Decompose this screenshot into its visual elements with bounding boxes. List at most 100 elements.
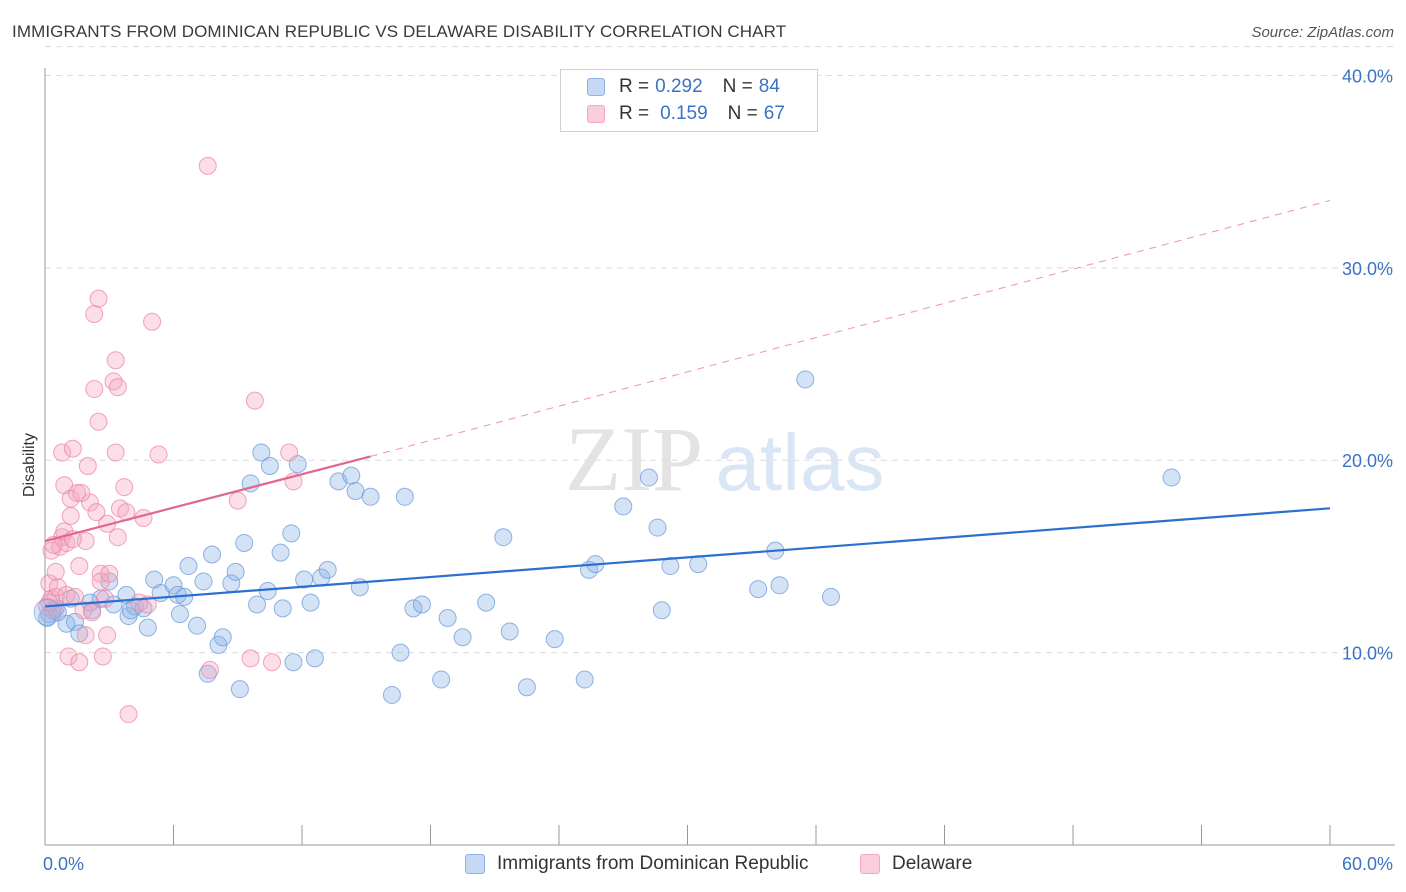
data-point xyxy=(61,507,80,526)
data-point xyxy=(76,626,95,645)
bottom-legend-label-dominican: Immigrants from Dominican Republic xyxy=(497,853,809,874)
legend-row-delaware: R = 0.159 N = 67 xyxy=(587,102,785,126)
data-point xyxy=(258,582,277,601)
data-point xyxy=(106,351,125,370)
data-point xyxy=(477,593,496,612)
data-point xyxy=(821,587,840,606)
x-tick-label: 0.0% xyxy=(43,854,84,874)
data-point xyxy=(342,466,361,485)
data-point xyxy=(83,603,102,622)
data-point xyxy=(89,412,108,431)
chart-title: IMMIGRANTS FROM DOMINICAN REPUBLIC VS DE… xyxy=(12,22,787,41)
data-point xyxy=(241,649,260,668)
trend-lines xyxy=(44,200,1331,608)
data-point xyxy=(453,628,472,647)
data-point xyxy=(639,468,658,487)
data-point xyxy=(230,680,249,699)
data-point xyxy=(100,564,119,583)
data-point xyxy=(119,705,138,724)
data-point xyxy=(78,457,97,476)
data-point xyxy=(404,599,423,618)
legend-r-value: 0.292 xyxy=(655,76,703,97)
trend-line-0 xyxy=(44,507,1331,608)
data-point xyxy=(346,482,365,501)
data-point xyxy=(235,533,254,552)
data-point xyxy=(53,443,72,462)
bottom-legend-dominican: Immigrants from Dominican Republic xyxy=(465,851,809,877)
data-point xyxy=(130,593,149,612)
data-point xyxy=(226,562,245,581)
data-point xyxy=(87,503,106,522)
data-point xyxy=(395,487,414,506)
y-tick-label: 10.0% xyxy=(1342,644,1393,664)
y-tick-label: 30.0% xyxy=(1342,259,1393,279)
axes xyxy=(44,68,1395,846)
watermark-zip: ZIP xyxy=(565,408,703,510)
data-point xyxy=(68,483,87,502)
data-point xyxy=(108,528,127,547)
data-point xyxy=(46,562,65,581)
legend-r-label: R = xyxy=(619,103,650,124)
data-point xyxy=(85,305,104,324)
legend-n-label: N = xyxy=(722,76,753,97)
data-point-cluster xyxy=(33,598,61,626)
stats-legend: R = 0.292 N = 84 R = 0.159 N = 67 xyxy=(560,69,818,132)
data-point xyxy=(170,605,189,624)
watermark-atlas: atlas xyxy=(716,418,885,507)
data-point xyxy=(138,618,157,637)
data-point xyxy=(164,576,183,595)
data-point xyxy=(517,678,536,697)
data-point xyxy=(149,445,168,464)
source-credit: Source: ZipAtlas.com xyxy=(1251,24,1394,41)
bottom-legend-swatch-delaware xyxy=(860,854,880,874)
data-point xyxy=(1162,468,1181,487)
data-point xyxy=(494,528,513,547)
data-point xyxy=(271,543,290,562)
data-point xyxy=(252,443,271,462)
data-point xyxy=(70,653,89,672)
data-point xyxy=(228,491,247,510)
data-point xyxy=(382,685,401,704)
data-point xyxy=(248,595,267,614)
bottom-legend-delaware: Delaware xyxy=(860,851,972,877)
data-point xyxy=(85,380,104,399)
data-point xyxy=(115,478,134,497)
y-axis-label: Disability xyxy=(21,433,38,498)
data-point xyxy=(575,670,594,689)
data-point xyxy=(263,653,282,672)
data-point xyxy=(63,439,82,458)
data-point xyxy=(614,497,633,516)
data-point xyxy=(545,630,564,649)
data-point xyxy=(98,626,117,645)
data-point xyxy=(661,557,680,576)
data-point xyxy=(70,624,89,643)
data-point xyxy=(305,649,324,668)
data-point xyxy=(245,391,264,410)
data-point xyxy=(65,587,84,606)
grid-lines xyxy=(45,46,1395,654)
data-point xyxy=(301,593,320,612)
data-point xyxy=(652,601,671,620)
data-point xyxy=(280,443,299,462)
trend-extension-1 xyxy=(370,200,1331,457)
data-point xyxy=(59,647,78,666)
data-point xyxy=(203,545,222,564)
data-point xyxy=(284,653,303,672)
legend-r-value: 0.159 xyxy=(660,103,708,124)
data-point xyxy=(93,647,112,666)
legend-n-value: 67 xyxy=(763,103,785,124)
y-tick-label: 20.0% xyxy=(1342,451,1393,471)
bottom-legend-swatch-dominican xyxy=(465,854,485,874)
data-point xyxy=(106,443,125,462)
data-point xyxy=(188,616,207,635)
data-point xyxy=(438,608,457,627)
data-point xyxy=(143,312,162,331)
x-tick-label: 60.0% xyxy=(1342,854,1393,874)
legend-n-value: 84 xyxy=(758,76,780,97)
bottom-legend-label-delaware: Delaware xyxy=(892,853,973,874)
data-point xyxy=(432,670,451,689)
series-points-1 xyxy=(38,156,303,724)
data-point xyxy=(198,156,217,175)
tick-labels: 10.0% 20.0% 30.0% 40.0% 0.0% 60.0% xyxy=(43,66,1393,874)
